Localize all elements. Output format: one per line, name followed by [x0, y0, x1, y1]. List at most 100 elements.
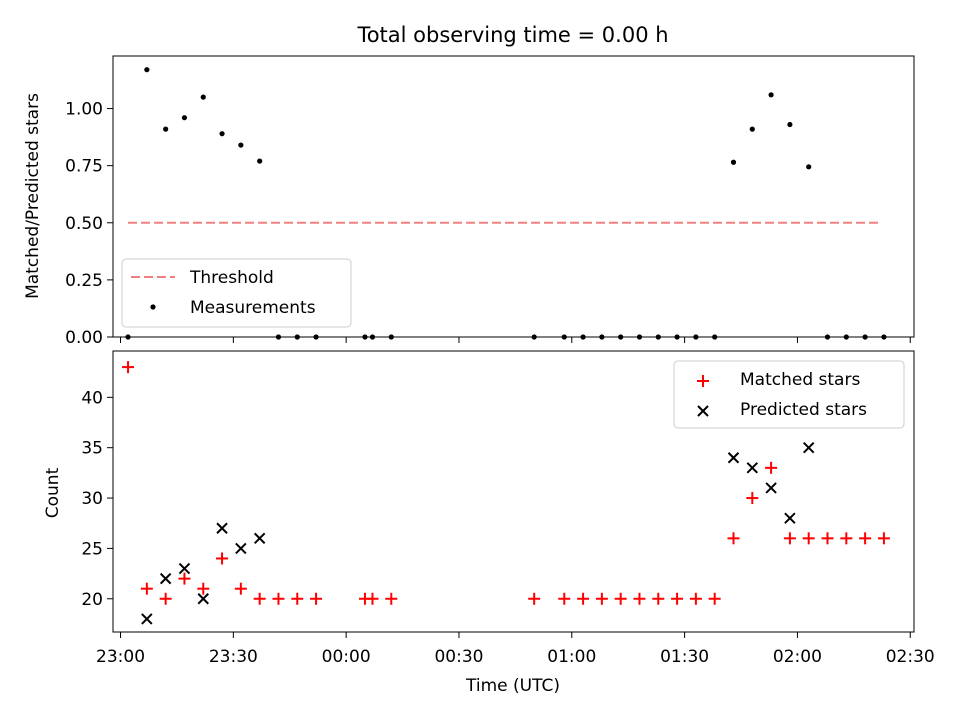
legend-predicted-swatch — [697, 405, 709, 417]
ratio-y-tick-label: 0.00 — [65, 328, 103, 348]
matched-star-marker — [802, 532, 815, 545]
count-plot-frame — [112, 350, 915, 633]
predicted-star-marker-b — [802, 441, 815, 454]
matched-star-marker — [765, 461, 778, 474]
count-x-ticks: 23:00 23:30 00:00 00:30 01:00 01:30 02:00 02:30 — [96, 632, 935, 667]
ratio-y-tick-label: 1.00 — [65, 100, 103, 120]
measurement-point — [787, 121, 793, 128]
count-y-tick-label: 25 — [81, 539, 103, 559]
ratio-y-tick-label: 0.50 — [65, 214, 103, 234]
predicted-star-marker-b — [159, 572, 172, 585]
measurement-point — [181, 115, 188, 121]
count-x-tick-label: 02:30 — [886, 647, 935, 667]
matched-star-marker — [614, 592, 627, 605]
predicted-star-marker — [159, 572, 172, 585]
matched-star-marker — [671, 592, 684, 605]
ratio-legend-box — [121, 258, 352, 328]
matched-star-marker — [140, 582, 153, 595]
matched-star-marker — [253, 592, 266, 605]
legend-matched-swatch — [697, 375, 709, 387]
ratio-y-ticks: 0.00 0.25 0.50 0.75 1.00 — [65, 100, 113, 348]
ratio-plot-frame — [112, 55, 915, 338]
count-x-tick-label: 00:30 — [434, 647, 483, 667]
count-x-tick-label: 01:00 — [547, 647, 596, 667]
predicted-star-marker — [216, 522, 228, 534]
measurement-point — [200, 94, 206, 100]
count-y-tick-label: 20 — [81, 590, 103, 610]
matched-star-marker — [877, 532, 890, 545]
measurement-point — [144, 67, 150, 73]
matched-star-marker — [595, 592, 608, 605]
legend-threshold-label: Threshold — [189, 268, 274, 288]
measurement-point — [257, 158, 263, 164]
predicted-star-marker — [765, 482, 777, 494]
ratio-panel: Total observing time = 0.00 h Matched/Pr… — [23, 23, 915, 348]
matched-star-marker — [291, 592, 304, 605]
predicted-star-marker — [802, 441, 815, 454]
matched-star-marker — [159, 592, 172, 605]
count-y-tick-label: 30 — [81, 489, 103, 509]
matched-star-marker — [689, 592, 702, 605]
count-y-axis-label: Count — [43, 467, 63, 518]
predicted-star-marker — [784, 512, 796, 524]
predicted-star-marker-b — [253, 532, 266, 545]
matched-star-marker — [366, 592, 379, 605]
predicted-star-marker-b — [235, 542, 247, 555]
ratio-y-tick-label: 0.25 — [65, 271, 103, 291]
legend-predicted-label: Predicted stars — [740, 400, 867, 420]
matched-star-marker — [633, 592, 646, 605]
count-x-tick-label: 00:00 — [322, 647, 371, 667]
predicted-star-marker-b — [178, 562, 191, 575]
matched-star-marker — [122, 361, 135, 374]
ratio-y-axis-label: Matched/Predicted stars — [23, 93, 43, 299]
count-y-tick-label: 40 — [81, 388, 103, 408]
predicted-stars-points — [141, 441, 815, 625]
matched-star-marker — [234, 582, 247, 595]
chart-title: Total observing time = 0.00 h — [356, 23, 668, 47]
predicted-star-marker-b — [141, 613, 153, 625]
count-x-axis-label: Time (UTC) — [465, 676, 560, 696]
predicted-star-marker — [746, 462, 759, 474]
matched-star-marker — [577, 592, 590, 605]
predicted-star-marker — [727, 452, 740, 464]
matched-star-marker — [216, 552, 229, 565]
matched-star-marker — [528, 592, 541, 605]
matched-star-marker — [310, 592, 323, 605]
predicted-star-marker — [235, 542, 247, 555]
legend-matched-label: Matched stars — [740, 370, 860, 390]
matched-star-marker — [558, 592, 571, 605]
predicted-star-marker — [141, 613, 153, 625]
matched-star-marker — [652, 592, 665, 605]
matched-star-marker — [708, 592, 721, 605]
count-x-tick-label: 01:30 — [660, 647, 709, 667]
ratio-x-ticks — [120, 337, 911, 343]
matched-star-marker — [197, 582, 210, 595]
predicted-star-marker-b — [784, 512, 796, 524]
measurement-point — [238, 142, 244, 148]
matched-star-marker — [746, 492, 759, 505]
legend-measurements-label: Measurements — [190, 298, 316, 318]
count-x-tick-label: 02:00 — [773, 647, 822, 667]
count-legend: Matched stars Predicted stars — [673, 360, 905, 429]
measurement-point — [730, 159, 737, 165]
legend-measurements-swatch — [150, 304, 156, 310]
measurement-point — [163, 126, 169, 132]
matched-star-marker — [840, 532, 853, 545]
matched-star-marker — [859, 532, 872, 545]
ratio-legend: Threshold Measurements — [121, 258, 352, 328]
count-legend-box — [673, 360, 905, 429]
count-x-tick-label: 23:30 — [209, 647, 258, 667]
count-x-tick-label: 23:00 — [96, 647, 145, 667]
matched-stars-points — [122, 361, 890, 605]
predicted-star-marker-b — [746, 462, 759, 474]
measurement-point — [768, 92, 774, 98]
matched-star-marker — [272, 592, 285, 605]
predicted-star-marker-b — [727, 452, 740, 464]
predicted-star-marker — [197, 593, 209, 605]
count-y-ticks: 20 25 30 35 40 — [81, 388, 113, 610]
predicted-star-marker — [253, 532, 266, 545]
matched-star-marker — [385, 592, 398, 605]
predicted-star-marker — [178, 562, 191, 575]
predicted-star-marker-b — [216, 522, 228, 534]
